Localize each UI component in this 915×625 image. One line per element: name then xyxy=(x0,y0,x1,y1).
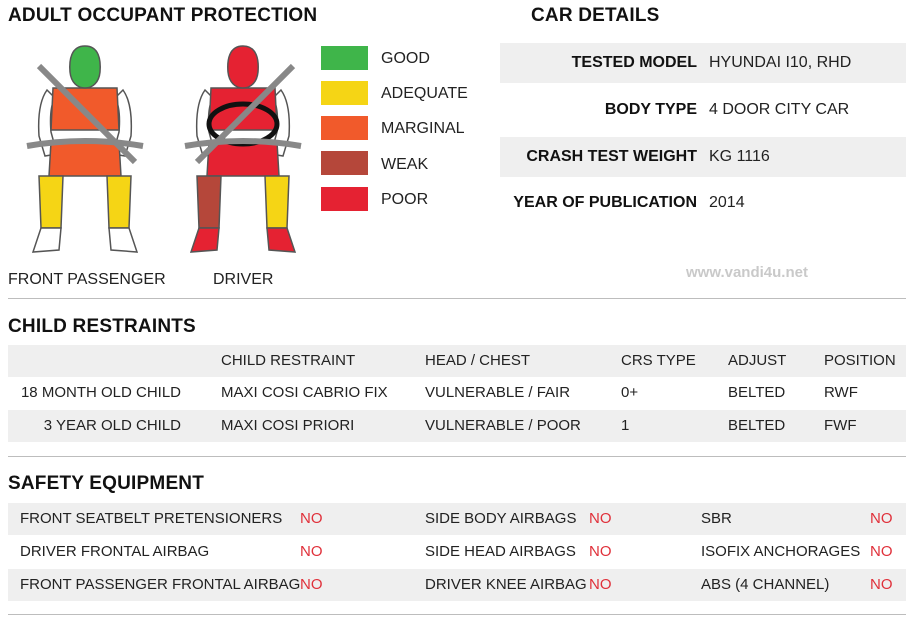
equipment-label: SBR xyxy=(701,510,732,527)
section-divider xyxy=(8,456,906,457)
equipment-status: NO xyxy=(300,510,323,527)
driver-head-region xyxy=(227,45,259,89)
details-value: 2014 xyxy=(709,194,745,211)
position: FWF xyxy=(824,417,857,434)
head-chest: VULNERABLE / FAIR xyxy=(425,384,571,401)
equipment-label: SIDE HEAD AIRBAGS xyxy=(425,543,576,560)
equipment-status: NO xyxy=(300,576,323,593)
legend-label-marginal: MARGINAL xyxy=(381,120,465,137)
header-position: POSITION xyxy=(824,352,896,369)
details-row-crash-test-weight: CRASH TEST WEIGHT KG 1116 xyxy=(500,137,906,177)
front-passenger-figure xyxy=(26,45,144,253)
legend-swatch-weak xyxy=(321,151,368,175)
equipment-label: FRONT PASSENGER FRONTAL AIRBAG xyxy=(20,576,301,593)
legend-swatch-good xyxy=(321,46,368,70)
equipment-status: NO xyxy=(300,543,323,560)
adjust: BELTED xyxy=(728,417,786,434)
details-value: KG 1116 xyxy=(709,148,770,165)
adult-section-title: ADULT OCCUPANT PROTECTION xyxy=(8,5,318,26)
driver-left-foot-region xyxy=(189,227,220,253)
legend-label-good: GOOD xyxy=(381,50,430,67)
child-restraint: MAXI COSI PRIORI xyxy=(221,417,355,434)
crs-type: 1 xyxy=(621,417,630,434)
position: RWF xyxy=(824,384,858,401)
passenger-head-region xyxy=(69,45,101,89)
equipment-label: FRONT SEATBELT PRETENSIONERS xyxy=(20,510,283,527)
details-key: TESTED MODEL xyxy=(571,54,697,71)
equipment-label: SIDE BODY AIRBAGS xyxy=(425,510,577,527)
equipment-status: NO xyxy=(870,510,893,527)
details-value: HYUNDAI I10, RHD xyxy=(709,54,852,71)
details-value: 4 DOOR CITY CAR xyxy=(709,101,850,118)
legend-swatch-poor xyxy=(321,187,368,211)
passenger-left-leg-region xyxy=(38,175,64,229)
crs-type: 0+ xyxy=(621,384,639,401)
safety-row: FRONT PASSENGER FRONTAL AIRBAG NO DRIVER… xyxy=(8,569,906,601)
equipment-label: DRIVER FRONTAL AIRBAG xyxy=(20,543,210,560)
watermark: www.vandi4u.net xyxy=(686,264,808,281)
safety-row: DRIVER FRONTAL AIRBAG NO SIDE HEAD AIRBA… xyxy=(8,536,906,568)
driver-figure xyxy=(184,45,302,253)
driver-right-foot-region xyxy=(266,227,297,253)
table-row: 18 MONTH OLD CHILD MAXI COSI CABRIO FIX … xyxy=(8,377,906,409)
legend-label-adequate: ADEQUATE xyxy=(381,85,468,102)
front-passenger-label: FRONT PASSENGER xyxy=(8,271,166,288)
details-row-tested-model: TESTED MODEL HYUNDAI I10, RHD xyxy=(500,43,906,83)
head-chest: VULNERABLE / POOR xyxy=(425,417,581,434)
legend-label-poor: POOR xyxy=(381,191,429,208)
driver-label: DRIVER xyxy=(213,271,274,288)
legend-swatch-adequate xyxy=(321,81,368,105)
equipment-label: DRIVER KNEE AIRBAG xyxy=(425,576,587,593)
details-row-body-type: BODY TYPE 4 DOOR CITY CAR xyxy=(500,90,906,130)
section-divider xyxy=(8,614,906,615)
passenger-right-leg-region xyxy=(106,175,132,229)
equipment-status: NO xyxy=(589,543,612,560)
details-key: CRASH TEST WEIGHT xyxy=(526,148,697,165)
safety-section-title: SAFETY EQUIPMENT xyxy=(8,473,205,494)
header-crs-type: CRS TYPE xyxy=(621,352,696,369)
equipment-label: ABS (4 CHANNEL) xyxy=(701,576,830,593)
driver-pelvis-region xyxy=(206,141,280,177)
table-row: 3 YEAR OLD CHILD MAXI COSI PRIORI VULNER… xyxy=(8,410,906,442)
details-row-year: YEAR OF PUBLICATION 2014 xyxy=(500,183,906,223)
legend-label-weak: WEAK xyxy=(381,156,429,173)
child-table-header: CHILD RESTRAINT HEAD / CHEST CRS TYPE AD… xyxy=(8,345,906,377)
section-divider xyxy=(8,298,906,299)
equipment-status: NO xyxy=(870,576,893,593)
safety-row: FRONT SEATBELT PRETENSIONERS NO SIDE BOD… xyxy=(8,503,906,535)
equipment-status: NO xyxy=(589,510,612,527)
child-age: 18 MONTH OLD CHILD xyxy=(20,384,181,401)
child-section-title: CHILD RESTRAINTS xyxy=(8,316,196,337)
adjust: BELTED xyxy=(728,384,786,401)
header-adjust: ADJUST xyxy=(728,352,787,369)
driver-left-leg-region xyxy=(196,175,222,229)
legend-swatch-marginal xyxy=(321,116,368,140)
driver-right-leg-region xyxy=(264,175,290,229)
equipment-status: NO xyxy=(870,543,893,560)
details-key: BODY TYPE xyxy=(604,101,697,118)
details-key: YEAR OF PUBLICATION xyxy=(513,194,697,211)
passenger-pelvis-region xyxy=(48,141,122,177)
header-head-chest: HEAD / CHEST xyxy=(425,352,531,369)
equipment-label: ISOFIX ANCHORAGES xyxy=(701,543,861,560)
equipment-status: NO xyxy=(589,576,612,593)
car-details-title: CAR DETAILS xyxy=(531,5,660,26)
header-child-restraint: CHILD RESTRAINT xyxy=(221,352,356,369)
child-restraint: MAXI COSI CABRIO FIX xyxy=(221,384,388,401)
child-age: 3 YEAR OLD CHILD xyxy=(43,417,181,434)
